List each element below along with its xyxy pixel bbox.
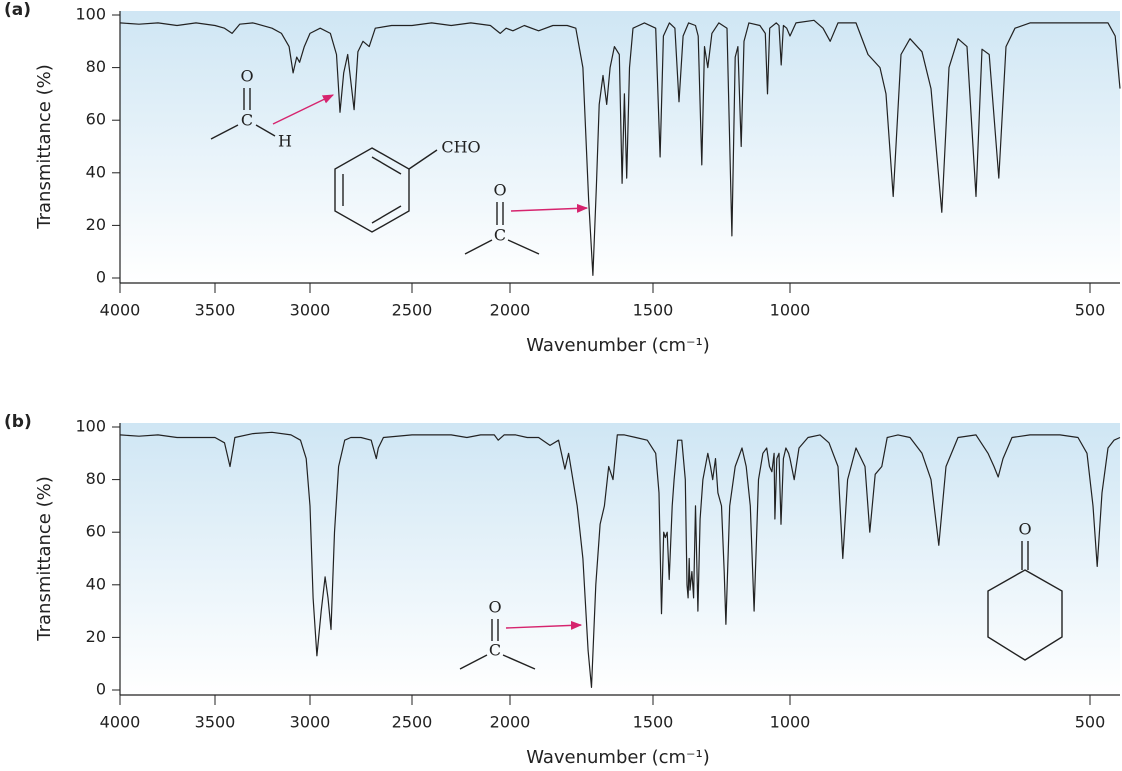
x-tick-label: 4000 <box>100 713 141 732</box>
x-tick-label: 2000 <box>490 301 531 320</box>
x-tick-label: 3500 <box>195 301 236 320</box>
spectrum-line <box>119 19 1121 276</box>
panel-a: 0 20 40 60 80 100 4000 3500 3000 2500 2000 1500 1000… <box>4 0 1121 356</box>
y-axis-title: Transmittance (%) <box>34 64 55 230</box>
x-axis-title: Wavenumber (cm⁻¹) <box>526 335 710 356</box>
y-tick-label: 0 <box>96 268 106 287</box>
x-tick-label: 2000 <box>490 713 531 732</box>
structure-label: O <box>493 181 506 200</box>
x-tick-label: 500 <box>1075 713 1106 732</box>
y-tick-label: 20 <box>86 215 106 234</box>
spectrum-line <box>119 431 1121 688</box>
x-tick-label: 4000 <box>100 301 141 320</box>
structure-label: C <box>494 226 506 245</box>
arrows <box>272 94 589 630</box>
plot-background <box>120 423 1120 695</box>
y-tick-label: 60 <box>86 110 106 129</box>
structure-label: C <box>489 641 501 660</box>
x-tick-label: 1500 <box>633 713 674 732</box>
panel-b: 0 20 40 60 80 100 4000 3500 3000 2500 2000 1500 1000… <box>4 412 1121 768</box>
y-tick-label: 0 <box>96 680 106 699</box>
y-tick-label: 40 <box>86 162 106 181</box>
structure-label: O <box>1018 520 1031 539</box>
structure-label: H <box>278 132 292 151</box>
structure-label: O <box>488 598 501 617</box>
x-tick-label: 2500 <box>392 301 433 320</box>
y-tick-label: 80 <box>86 469 106 488</box>
structure-label: O <box>240 67 253 86</box>
structure-label: CHO <box>441 138 480 157</box>
x-tick-label: 1500 <box>633 301 674 320</box>
x-tick-label: 1000 <box>770 713 811 732</box>
x-tick-label: 3000 <box>290 301 331 320</box>
panel-label: (a) <box>4 0 31 20</box>
x-tick-label: 1000 <box>770 301 811 320</box>
y-tick-label: 80 <box>86 57 106 76</box>
y-tick-label: 40 <box>86 574 106 593</box>
x-axis-title: Wavenumber (cm⁻¹) <box>526 747 710 768</box>
x-tick-label: 3000 <box>290 713 331 732</box>
x-tick-label: 3500 <box>195 713 236 732</box>
molecule-drawings <box>210 88 1063 670</box>
panel-label: (b) <box>4 412 32 432</box>
y-tick-label: 60 <box>86 522 106 541</box>
y-tick-label: 100 <box>75 417 106 436</box>
y-tick-label: 20 <box>86 627 106 646</box>
y-tick-label: 100 <box>75 5 106 24</box>
plot-background <box>120 11 1120 283</box>
structure-label: C <box>241 111 253 130</box>
x-tick-label: 2500 <box>392 713 433 732</box>
y-axis-title: Transmittance (%) <box>34 476 55 642</box>
x-tick-label: 500 <box>1075 301 1106 320</box>
